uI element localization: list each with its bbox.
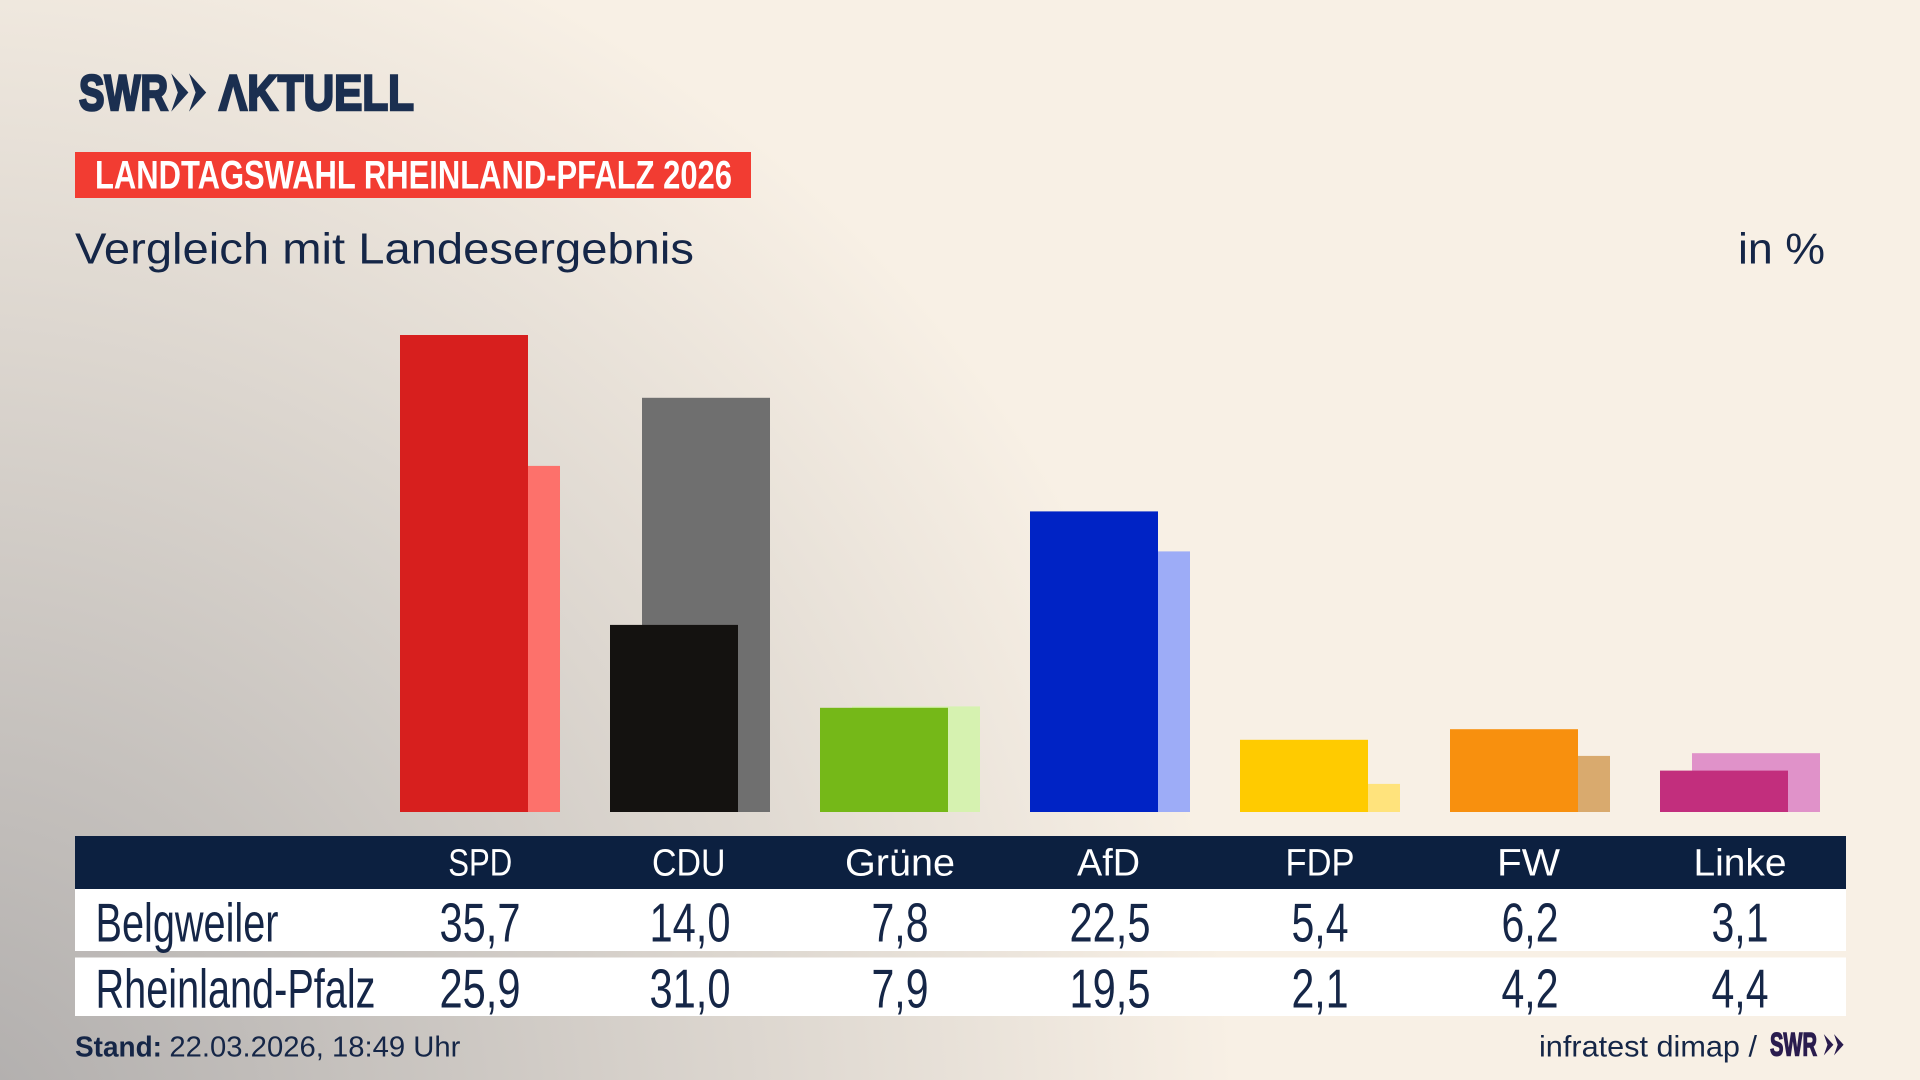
svg-text:3,1: 3,1 xyxy=(1712,892,1769,954)
svg-text:14,0: 14,0 xyxy=(650,892,731,954)
svg-text:Vergleich mit Landesergebnis: Vergleich mit Landesergebnis xyxy=(75,225,694,274)
svg-text:31,0: 31,0 xyxy=(650,958,731,1020)
svg-text:7,9: 7,9 xyxy=(872,958,929,1020)
svg-text:ΛKTUELL: ΛKTUELL xyxy=(219,65,414,121)
svg-text:SPD: SPD xyxy=(448,843,512,885)
svg-text:4,4: 4,4 xyxy=(1712,958,1769,1020)
svg-text:35,7: 35,7 xyxy=(440,892,521,954)
svg-text:Rheinland-Pfalz: Rheinland-Pfalz xyxy=(96,958,376,1020)
svg-text:Linke: Linke xyxy=(1694,843,1787,885)
svg-text:AfD: AfD xyxy=(1077,843,1140,885)
svg-text:in %: in % xyxy=(1738,225,1825,274)
svg-text:2,1: 2,1 xyxy=(1292,958,1349,1020)
svg-text:SWR: SWR xyxy=(1770,1026,1817,1062)
svg-text:19,5: 19,5 xyxy=(1070,958,1151,1020)
svg-text:CDU: CDU xyxy=(652,843,726,885)
svg-text:FDP: FDP xyxy=(1286,843,1355,885)
svg-text:SWR: SWR xyxy=(79,65,168,121)
svg-text:4,2: 4,2 xyxy=(1502,958,1559,1020)
svg-text:22.03.2026, 18:49 Uhr: 22.03.2026, 18:49 Uhr xyxy=(169,1032,460,1064)
svg-text:5,4: 5,4 xyxy=(1292,892,1349,954)
svg-text:Stand:: Stand: xyxy=(75,1032,162,1064)
svg-text:Grüne: Grüne xyxy=(845,843,955,885)
svg-text:22,5: 22,5 xyxy=(1070,892,1151,954)
svg-text:7,8: 7,8 xyxy=(872,892,929,954)
svg-text:Belgweiler: Belgweiler xyxy=(96,892,279,954)
svg-text:FW: FW xyxy=(1497,843,1560,885)
svg-text:25,9: 25,9 xyxy=(440,958,521,1020)
svg-text:6,2: 6,2 xyxy=(1502,892,1559,954)
svg-text:LANDTAGSWAHL RHEINLAND-PFALZ 2: LANDTAGSWAHL RHEINLAND-PFALZ 2026 xyxy=(95,154,732,198)
svg-text:infratest dimap /: infratest dimap / xyxy=(1539,1031,1758,1064)
